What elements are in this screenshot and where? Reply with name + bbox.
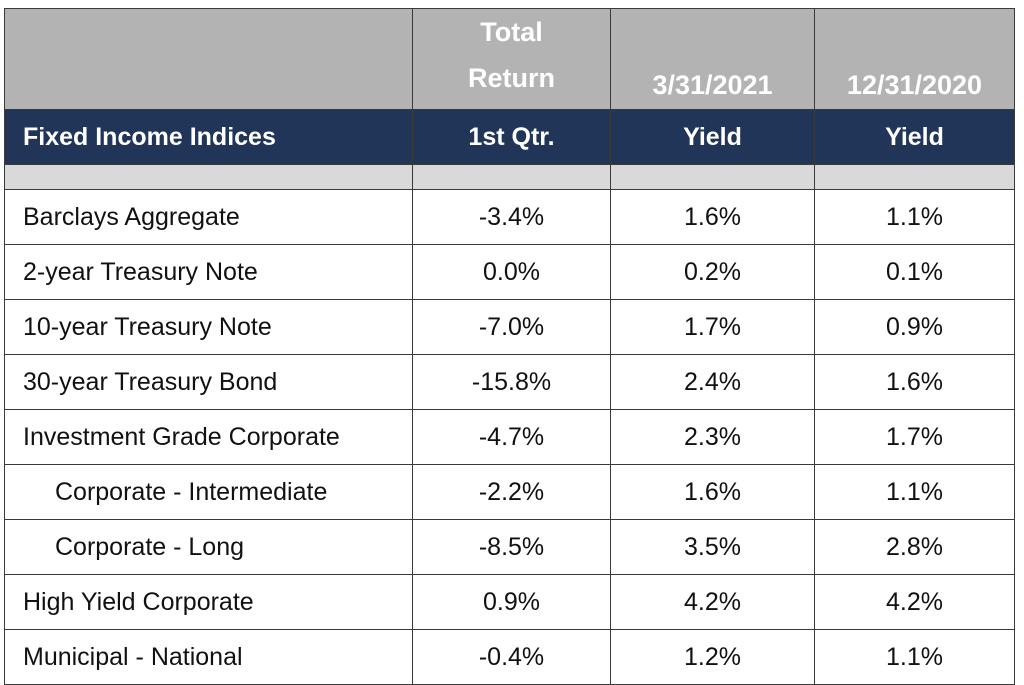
table-row: Barclays Aggregate -3.4% 1.6% 1.1%	[4, 189, 1015, 245]
yield-2020-cell: 4.2%	[814, 574, 1015, 630]
table-row: Investment Grade Corporate -4.7% 2.3% 1.7%	[4, 409, 1015, 465]
yield-2021-cell: 4.2%	[610, 574, 815, 630]
yield-2021-cell: 2.4%	[610, 354, 815, 410]
table-row: High Yield Corporate 0.9% 4.2% 4.2%	[4, 574, 1015, 630]
yield-2021-cell: 1.6%	[610, 189, 815, 245]
index-name-cell: 2-year Treasury Note	[4, 244, 413, 300]
total-return-cell: -8.5%	[412, 519, 611, 575]
header-total-label: Total	[480, 17, 543, 47]
total-return-cell: -3.4%	[412, 189, 611, 245]
table-row: Corporate - Intermediate -2.2% 1.6% 1.1%	[4, 464, 1015, 520]
header-fixed-income-indices: Fixed Income Indices	[4, 109, 413, 165]
header-yield-2020: Yield	[814, 109, 1015, 165]
spacer-cell	[4, 164, 413, 190]
spacer-cell	[412, 164, 611, 190]
spacer-cell	[814, 164, 1015, 190]
header-date-2021: 3/31/2021	[610, 8, 815, 110]
yield-2020-cell: 2.8%	[814, 519, 1015, 575]
total-return-cell: -7.0%	[412, 299, 611, 355]
index-name-cell: Barclays Aggregate	[4, 189, 413, 245]
index-name-cell: Corporate - Intermediate	[4, 464, 413, 520]
spacer-cell	[610, 164, 815, 190]
yield-2020-cell: 1.1%	[814, 464, 1015, 520]
fixed-income-table: Total Return 3/31/2021 12/31/2020 Fixed …	[4, 8, 1015, 685]
yield-2021-cell: 2.3%	[610, 409, 815, 465]
table-row: Municipal - National -0.4% 1.2% 1.1%	[4, 629, 1015, 685]
yield-2021-cell: 1.2%	[610, 629, 815, 685]
total-return-cell: 0.9%	[412, 574, 611, 630]
fixed-income-table-container: Total Return 3/31/2021 12/31/2020 Fixed …	[4, 8, 1015, 685]
yield-2020-cell: 0.9%	[814, 299, 1015, 355]
header-main-row: Fixed Income Indices 1st Qtr. Yield Yiel…	[4, 109, 1015, 165]
total-return-cell: -2.2%	[412, 464, 611, 520]
total-return-cell: -15.8%	[412, 354, 611, 410]
yield-2021-cell: 3.5%	[610, 519, 815, 575]
table-row: 2-year Treasury Note 0.0% 0.2% 0.1%	[4, 244, 1015, 300]
yield-2021-cell: 0.2%	[610, 244, 815, 300]
yield-2020-cell: 1.1%	[814, 629, 1015, 685]
header-date-2020: 12/31/2020	[814, 8, 1015, 110]
index-name-cell: Corporate - Long	[4, 519, 413, 575]
index-name-cell: Municipal - National	[4, 629, 413, 685]
index-name-cell: Investment Grade Corporate	[4, 409, 413, 465]
table-row: 30-year Treasury Bond -15.8% 2.4% 1.6%	[4, 354, 1015, 410]
spacer-row	[4, 164, 1015, 190]
yield-2020-cell: 1.7%	[814, 409, 1015, 465]
header-top-empty-cell	[4, 8, 413, 110]
total-return-cell: -0.4%	[412, 629, 611, 685]
header-return-label: Return	[468, 63, 555, 93]
header-top-row: Total Return 3/31/2021 12/31/2020	[4, 8, 1015, 110]
header-first-quarter: 1st Qtr.	[412, 109, 611, 165]
table-row: Corporate - Long -8.5% 3.5% 2.8%	[4, 519, 1015, 575]
header-yield-2021: Yield	[610, 109, 815, 165]
yield-2020-cell: 0.1%	[814, 244, 1015, 300]
index-name-cell: 30-year Treasury Bond	[4, 354, 413, 410]
index-name-cell: 10-year Treasury Note	[4, 299, 413, 355]
header-total-return: Total Return	[412, 8, 611, 110]
total-return-cell: 0.0%	[412, 244, 611, 300]
index-name-cell: High Yield Corporate	[4, 574, 413, 630]
yield-2021-cell: 1.7%	[610, 299, 815, 355]
yield-2021-cell: 1.6%	[610, 464, 815, 520]
total-return-cell: -4.7%	[412, 409, 611, 465]
yield-2020-cell: 1.1%	[814, 189, 1015, 245]
yield-2020-cell: 1.6%	[814, 354, 1015, 410]
table-row: 10-year Treasury Note -7.0% 1.7% 0.9%	[4, 299, 1015, 355]
